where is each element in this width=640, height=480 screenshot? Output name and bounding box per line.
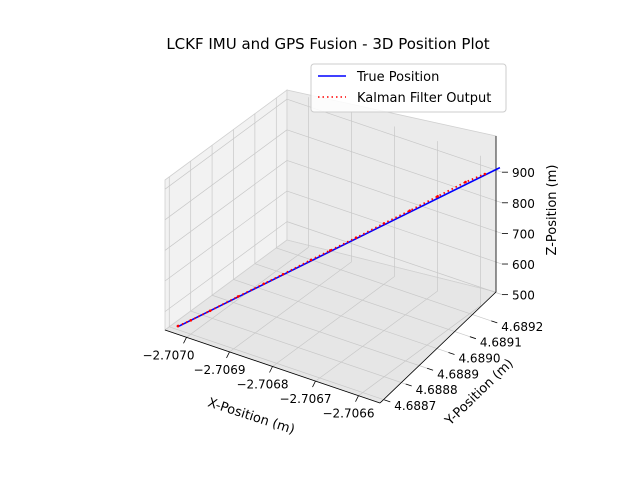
z-tick-label-4: 900 bbox=[512, 166, 535, 180]
series-point-1-13 bbox=[483, 172, 487, 176]
series-point-1-9 bbox=[382, 222, 386, 225]
z-grid-left-4 bbox=[164, 98, 288, 190]
z-tick-label-3: 800 bbox=[512, 197, 535, 211]
legend: True Position Kalman Filter Output bbox=[310, 63, 507, 113]
y-tick-label-4: 4.6891 bbox=[480, 336, 522, 350]
z-grid-left-1 bbox=[164, 190, 288, 282]
y-grid-floor-0 bbox=[169, 326, 385, 401]
chart-title: LCKF IMU and GPS Fusion - 3D Position Pl… bbox=[166, 35, 489, 53]
series-point-1-11 bbox=[436, 195, 439, 198]
x-tick-mark-4 bbox=[355, 395, 359, 402]
legend-label-true-position: True Position bbox=[356, 70, 439, 85]
series-point-1-10 bbox=[408, 209, 412, 212]
series-point-1-1 bbox=[189, 319, 193, 322]
x-grid-floor-1 bbox=[229, 261, 352, 353]
z-grid-back-2 bbox=[286, 160, 503, 234]
x-tick-mark-2 bbox=[269, 366, 273, 373]
x-grid-floor-2 bbox=[272, 276, 395, 367]
y-grid-floor-4 bbox=[254, 263, 471, 338]
legend-box bbox=[310, 63, 507, 113]
x-tick-label-3: −2.7067 bbox=[279, 392, 331, 406]
y-tick-mark-0 bbox=[384, 399, 391, 403]
y-axis-line bbox=[379, 291, 497, 404]
x-tick-mark-3 bbox=[312, 380, 316, 388]
z-grid-left-3 bbox=[164, 129, 288, 221]
legend-label-kalman-output: Kalman Filter Output bbox=[357, 91, 491, 106]
z-ticks: 500 600 700 800 900 bbox=[502, 166, 535, 303]
z-grid-back-3 bbox=[286, 129, 503, 204]
y-grid-floor-2 bbox=[211, 294, 428, 369]
z-axis-label: Z-Position (m) bbox=[545, 165, 560, 256]
y-tick-mark-2 bbox=[426, 367, 434, 371]
series-point-1-2 bbox=[208, 309, 212, 313]
series-point-1-0 bbox=[176, 324, 180, 328]
z-grid-back-1 bbox=[286, 190, 503, 265]
y-grid-floor-3 bbox=[233, 279, 449, 353]
series-point-1-5 bbox=[281, 272, 285, 276]
z-grid-left-0 bbox=[164, 221, 288, 312]
series-point-1-6 bbox=[309, 258, 313, 262]
series-point-1-7 bbox=[328, 249, 332, 252]
y-tick-label-0: 4.6887 bbox=[394, 399, 436, 413]
y-tick-mark-3 bbox=[448, 352, 455, 355]
y-tick-label-1: 4.6888 bbox=[416, 383, 458, 397]
x-ticks: −2.7070−2.7069−2.7068−2.7067−2.7066 bbox=[142, 337, 375, 421]
series-point-1-8 bbox=[354, 236, 358, 239]
z-grid-back-0 bbox=[286, 221, 503, 295]
z-tick-label-0: 500 bbox=[512, 289, 535, 303]
axes-3d: −2.7070−2.7069−2.7068−2.7067−2.7066 4.68… bbox=[142, 89, 543, 421]
series-line-1 bbox=[177, 173, 486, 327]
z-tick-label-2: 700 bbox=[512, 227, 535, 241]
y-tick-label-5: 4.6892 bbox=[501, 320, 543, 334]
y-tick-label-3: 4.6890 bbox=[458, 351, 500, 365]
x-tick-label-1: −2.7069 bbox=[193, 363, 245, 377]
series-point-1-3 bbox=[236, 295, 240, 298]
x-grid-floor-4 bbox=[358, 305, 481, 396]
x-tick-mark-1 bbox=[226, 351, 230, 359]
z-tick-label-1: 600 bbox=[512, 258, 535, 272]
series-point-1-4 bbox=[262, 282, 266, 286]
x-grid-floor-3 bbox=[315, 290, 438, 382]
series-point-1-12 bbox=[464, 180, 467, 184]
y-tick-mark-1 bbox=[405, 383, 412, 387]
x-tick-label-4: −2.7066 bbox=[322, 407, 374, 421]
y-tick-label-2: 4.6889 bbox=[437, 367, 479, 381]
y-tick-mark-5 bbox=[491, 320, 498, 324]
y-grid-floor-1 bbox=[190, 310, 406, 385]
series-layer bbox=[176, 166, 501, 328]
x-tick-label-2: −2.7068 bbox=[236, 378, 288, 392]
x-tick-label-0: −2.7070 bbox=[142, 348, 194, 362]
y-tick-mark-4 bbox=[469, 336, 477, 340]
x-tick-mark-0 bbox=[183, 337, 187, 344]
z-grid-left-2 bbox=[164, 160, 288, 251]
